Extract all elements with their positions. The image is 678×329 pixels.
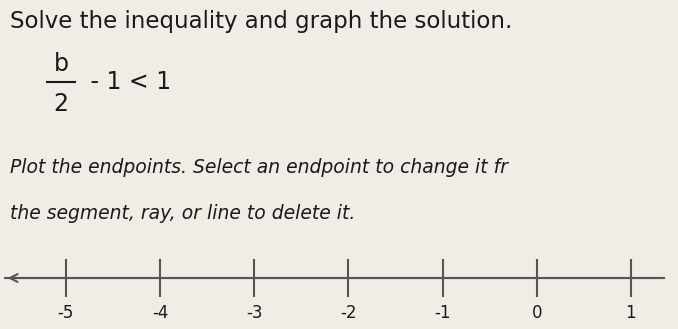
Text: Solve the inequality and graph the solution.: Solve the inequality and graph the solut…: [10, 10, 513, 33]
Text: -2: -2: [340, 304, 357, 322]
Text: -1: -1: [435, 304, 451, 322]
Text: the segment, ray, or line to delete it.: the segment, ray, or line to delete it.: [10, 204, 355, 223]
Text: -5: -5: [58, 304, 74, 322]
Text: 2: 2: [54, 92, 68, 115]
Text: Plot the endpoints. Select an endpoint to change it fr: Plot the endpoints. Select an endpoint t…: [10, 158, 508, 177]
Text: b: b: [54, 52, 68, 76]
Text: 0: 0: [532, 304, 542, 322]
Text: -3: -3: [246, 304, 262, 322]
Text: 1: 1: [626, 304, 636, 322]
Text: -4: -4: [152, 304, 168, 322]
Text: - 1 < 1: - 1 < 1: [83, 70, 171, 94]
